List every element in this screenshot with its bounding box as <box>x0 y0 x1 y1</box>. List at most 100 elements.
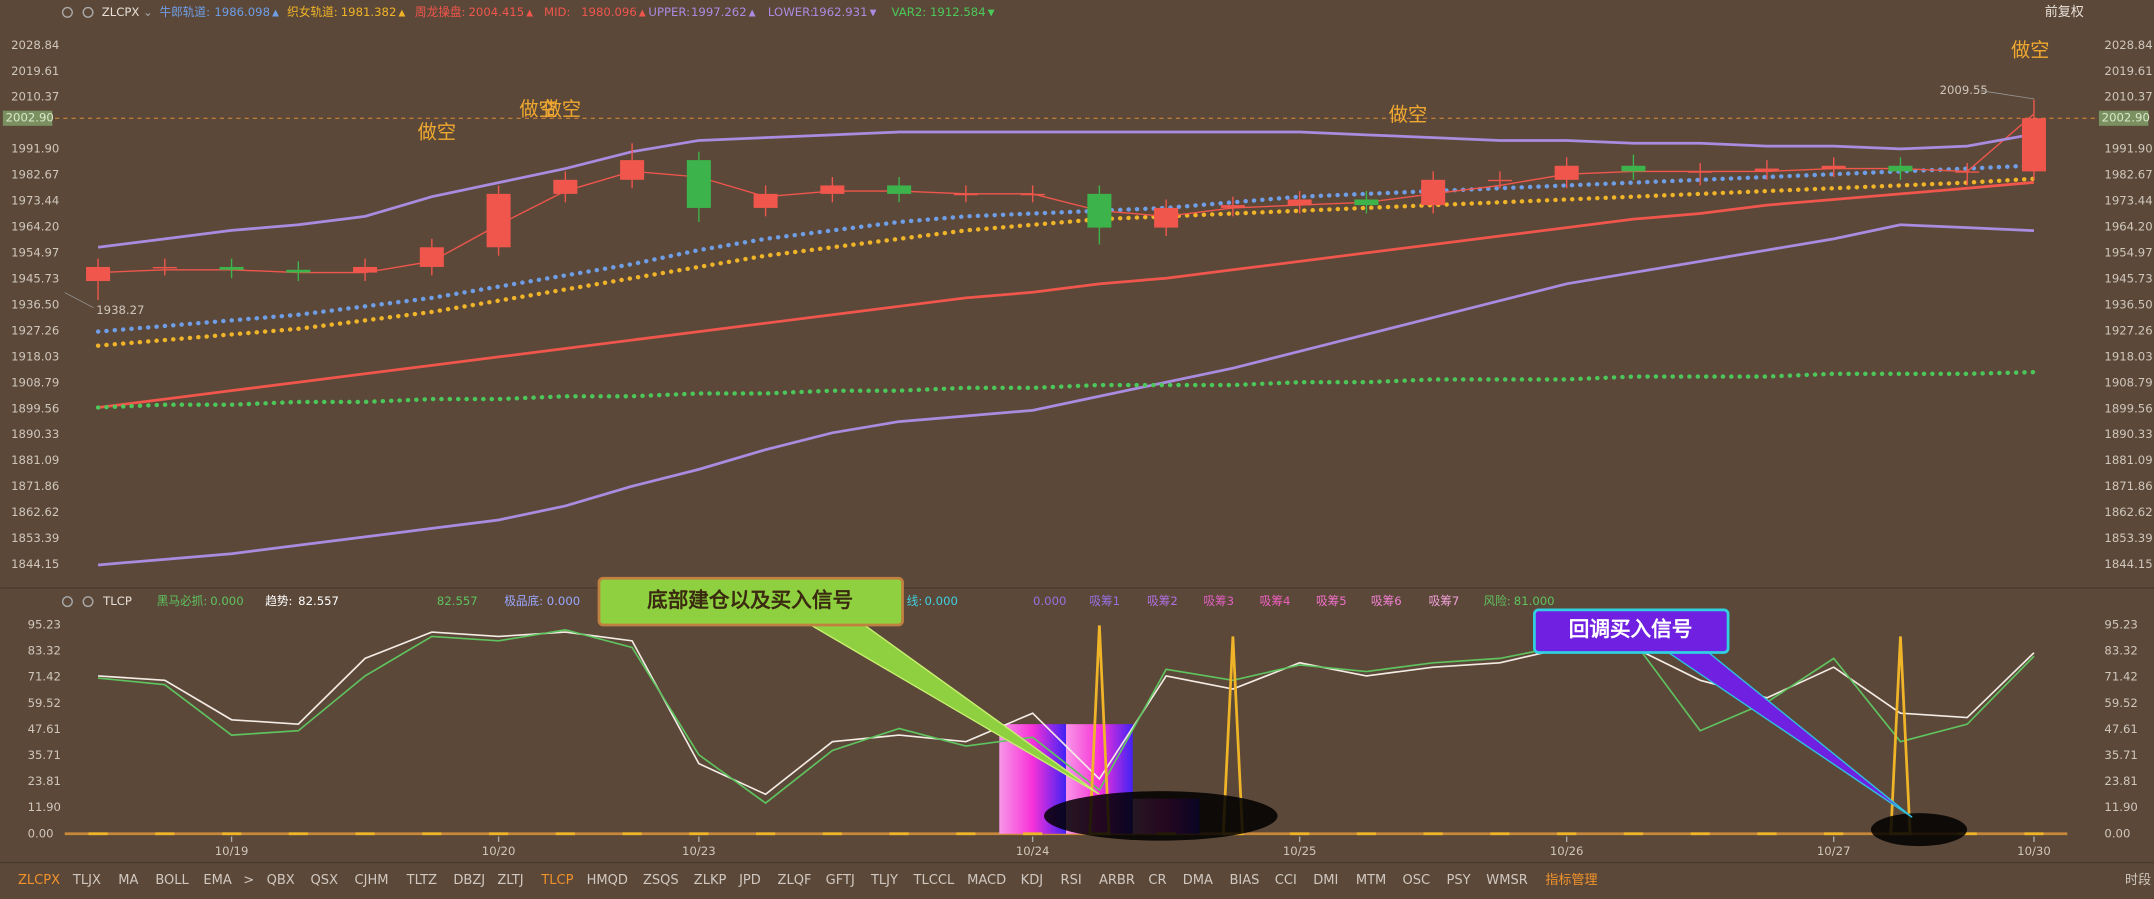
indicator-tab[interactable]: ZSQS <box>643 873 679 888</box>
period-button[interactable]: 时段 <box>2125 873 2151 888</box>
y-tick-label: 1991.90 <box>11 142 59 156</box>
indicator-tab[interactable]: CJHM <box>355 873 389 888</box>
y-tick-label: 1964.20 <box>11 220 59 234</box>
indicator-tab[interactable]: BOLL <box>155 873 189 888</box>
symbol: ZLCPX <box>102 5 140 19</box>
indicator-tab[interactable]: > <box>243 873 254 888</box>
legend-name: 线: <box>907 594 923 608</box>
candle-body <box>486 193 511 248</box>
indicator-tab[interactable]: 指标管理 <box>1545 873 1597 888</box>
y-tick-label-right: 47.61 <box>2104 722 2137 736</box>
indicator-tab[interactable]: EMA <box>203 873 231 888</box>
y-tick-label-right: 1853.39 <box>2104 531 2152 545</box>
candle-body <box>1154 207 1179 228</box>
price-tag <box>2098 110 2149 126</box>
y-tick-label-right: 1991.90 <box>2104 142 2152 156</box>
y-tick-label-right: 1899.56 <box>2104 401 2152 415</box>
indicator-tab[interactable]: ZLTJ <box>497 873 523 888</box>
x-tick-label: 10/24 <box>1016 844 1050 858</box>
candle-body <box>286 269 311 273</box>
indicator-tab[interactable]: ZLKP <box>694 873 727 888</box>
signal-annotation: 做空 <box>418 121 456 144</box>
y-tick-label: 47.61 <box>28 722 61 736</box>
candle-body <box>353 266 378 273</box>
indicator-tab[interactable]: DMI <box>1313 873 1338 888</box>
indicator-tab[interactable]: PSY <box>1446 873 1470 888</box>
candle-body <box>1955 171 1980 173</box>
y-tick-label-right: 1936.50 <box>2104 297 2152 311</box>
indicator-tab[interactable]: CR <box>1148 873 1166 888</box>
y-tick-label: 1918.03 <box>11 349 59 363</box>
indicator-tab[interactable]: QBX <box>267 873 295 888</box>
chart-layer: ZLCPX ⌄ 牛郎轨道: 1986.098 织女轨道: 1981.382 周龙操盘: 200… <box>2 4 2153 858</box>
indicator-tab[interactable]: KDJ <box>1021 873 1043 888</box>
indicator-tab[interactable]: MTM <box>1356 873 1386 888</box>
legend-value: 1986.098 <box>214 5 270 19</box>
y-tick-label: 1899.56 <box>11 401 59 415</box>
candle-body <box>1287 199 1312 206</box>
indicator-tab[interactable]: MACD <box>967 873 1006 888</box>
x-tick-label: 10/30 <box>2017 844 2051 858</box>
y-tick-label: 1844.15 <box>11 557 59 571</box>
indicator-tab[interactable]: QSX <box>311 873 339 888</box>
candle-body <box>553 179 578 194</box>
y-tick-label-right: 95.23 <box>2104 617 2137 631</box>
close-icon <box>82 596 94 608</box>
y-tick-label: 1908.79 <box>11 375 59 389</box>
indicator-tab[interactable]: ZLCPX <box>18 873 60 888</box>
overlay-layer: ZLCPX TLJX MA BOLL EMA > QBX QSX CJHM TLTZ DBZJ ZLT… <box>18 873 2151 888</box>
indicator-tab[interactable]: DMA <box>1183 873 1213 888</box>
legend-value: 0.000 <box>547 594 580 608</box>
indicator-tab[interactable]: HMQD <box>587 873 628 888</box>
indicator-tab[interactable]: TLTZ <box>406 873 437 888</box>
high-label: 2009.55 <box>1940 83 1988 97</box>
oscillator-line <box>98 631 2035 796</box>
legend-value: 1962.931 <box>812 5 868 19</box>
indicator-tab[interactable]: DBZJ <box>453 873 485 888</box>
indicator-tab[interactable]: WMSR <box>1486 873 1527 888</box>
y-tick-label-right: 1982.67 <box>2104 168 2152 182</box>
candle-body <box>86 266 111 282</box>
y-tick-label: 83.32 <box>28 644 61 658</box>
candle-body <box>887 185 912 194</box>
indicator-tab[interactable]: GFTJ <box>826 873 855 888</box>
indicator-tab[interactable]: OSC <box>1403 873 1431 888</box>
y-tick-label: 1954.97 <box>11 245 59 259</box>
indicator-tab[interactable]: TLJX <box>72 873 101 888</box>
indicator-tab[interactable]: MA <box>118 873 138 888</box>
candle-body <box>753 193 778 208</box>
indicator-tab[interactable]: JPD <box>738 873 761 888</box>
candle-body <box>152 266 177 269</box>
x-tick-label: 10/19 <box>215 844 249 858</box>
indicator-tab[interactable]: TLCCL <box>913 873 955 888</box>
candle-body <box>1020 193 1045 196</box>
indicator-tab[interactable]: TLCP <box>540 873 573 888</box>
dropdown: ⌄ <box>143 5 153 19</box>
indicator-tab[interactable]: RSI <box>1061 873 1082 888</box>
legend-value: 0.000 <box>210 594 243 608</box>
candle-body <box>1421 179 1446 206</box>
candle-body <box>1354 199 1379 206</box>
candle-body <box>1487 179 1512 182</box>
y-tick-label-right: 0.00 <box>2104 826 2130 840</box>
candle-body <box>953 193 978 196</box>
indicator-tab[interactable]: ARBR <box>1099 873 1135 888</box>
y-tick-label-right: 71.42 <box>2104 670 2137 684</box>
indicator-line <box>97 180 2035 409</box>
y-tick-label: 1982.67 <box>11 168 59 182</box>
legend-name: 织女轨道: <box>287 5 338 19</box>
legend-name: 吸筹1 <box>1089 594 1120 608</box>
y-tick-label-right: 1945.73 <box>2104 271 2152 285</box>
indicator-tab[interactable]: BIAS <box>1229 873 1259 888</box>
legend-value: 2004.415 <box>469 5 525 19</box>
y-tick-label-right: 1844.15 <box>2104 557 2152 571</box>
y-tick-label: 1927.26 <box>11 323 59 337</box>
candle-body <box>419 247 444 267</box>
legend-name: MID: <box>544 5 570 19</box>
indicator-tab[interactable]: CCI <box>1275 873 1297 888</box>
indicator-tab[interactable]: TLJY <box>870 873 898 888</box>
legend-name: LOWER: <box>768 5 814 19</box>
legend-name: 吸筹2 <box>1147 594 1178 608</box>
indicator-tab[interactable]: ZLQF <box>778 873 812 888</box>
y-tick-label: 1881.09 <box>11 453 59 467</box>
